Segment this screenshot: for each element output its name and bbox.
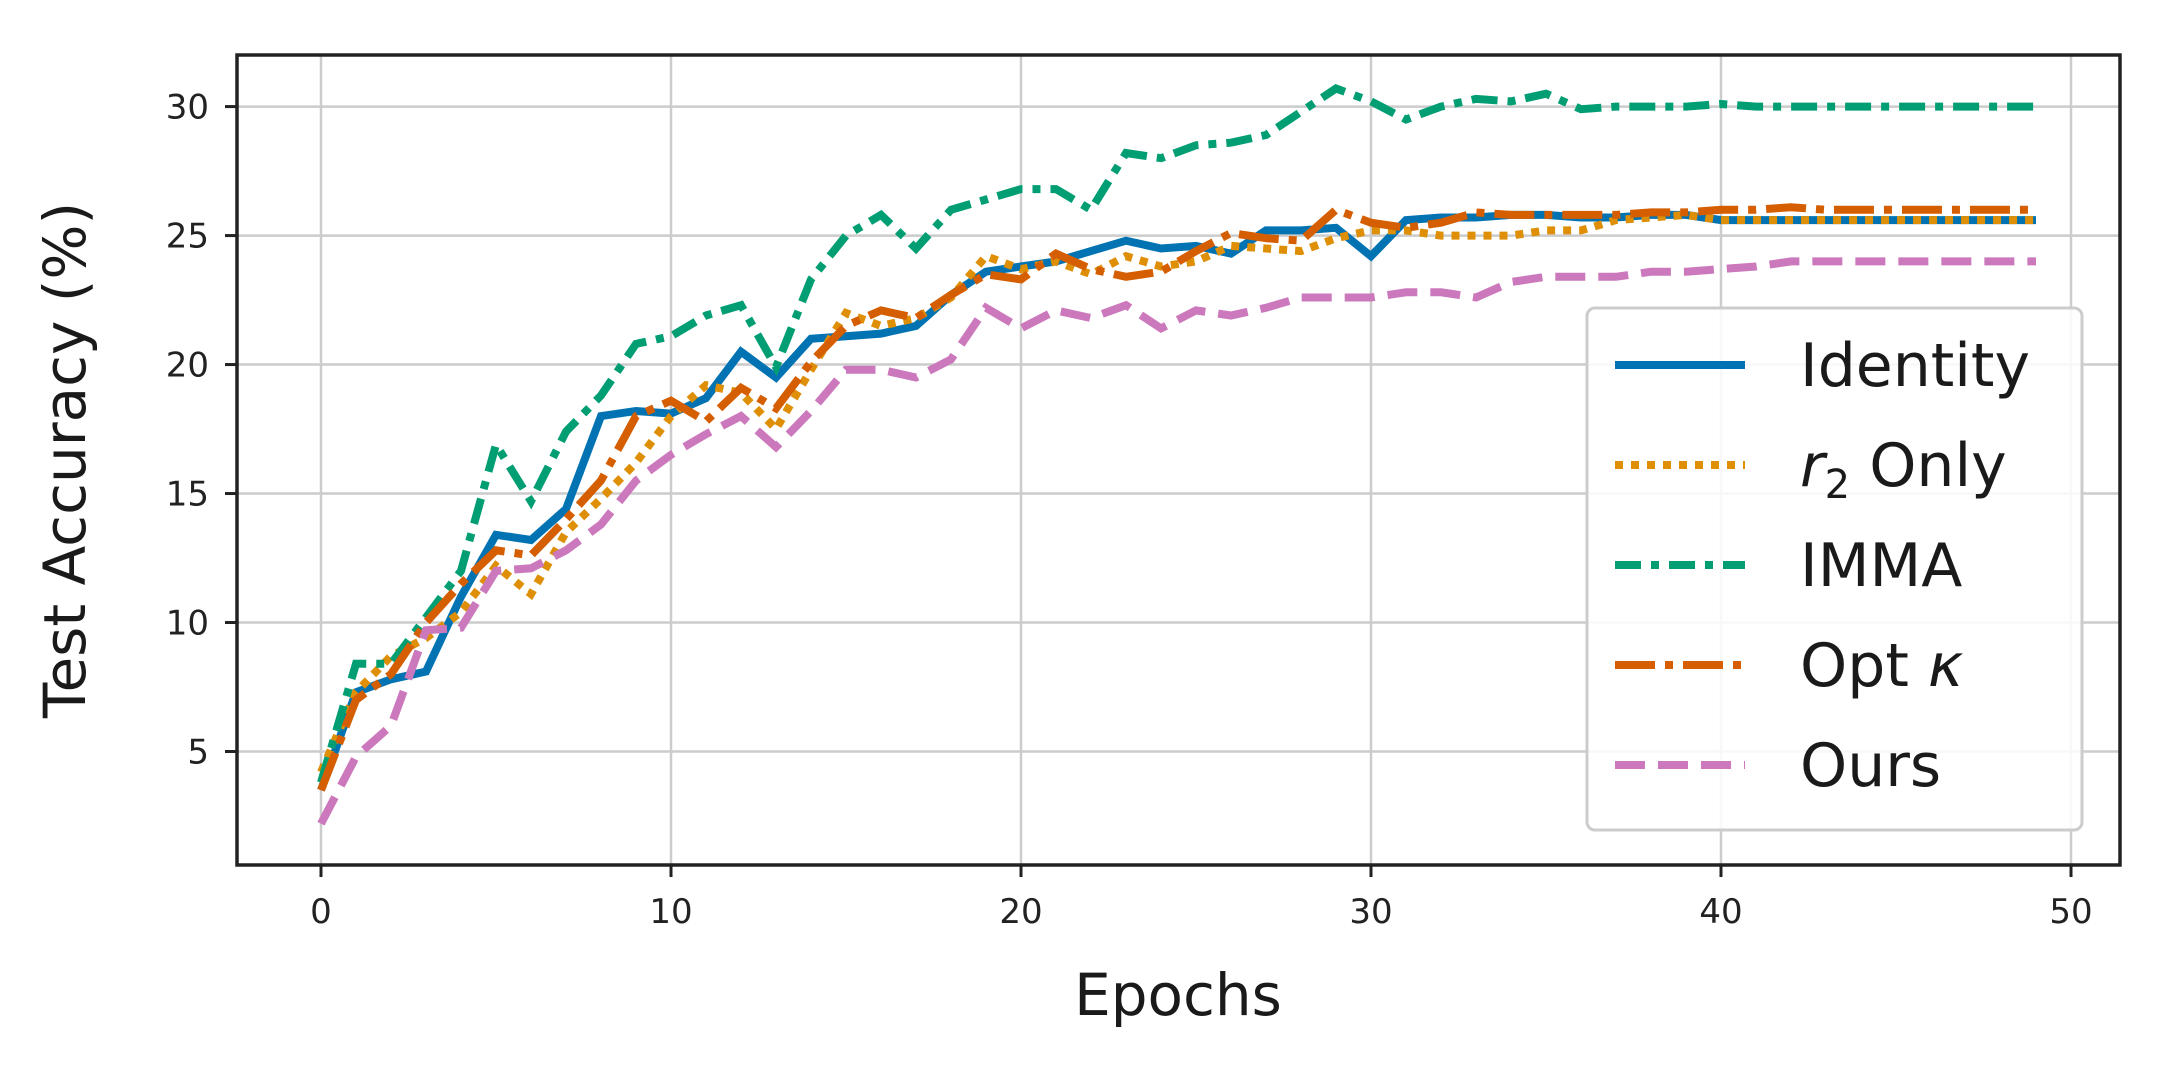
legend-label-4: Opt κ <box>1800 631 1964 701</box>
series-line-2 <box>317 210 2036 774</box>
x-tick-label-3: 30 <box>1349 892 1392 932</box>
y-tick-label-3: 20 <box>166 346 209 386</box>
x-tick-label-4: 40 <box>1699 892 1742 932</box>
y-tick-label-2: 15 <box>166 475 209 515</box>
series-line-4 <box>317 203 2036 792</box>
plot-frame <box>235 53 2122 867</box>
x-tick-label-2: 20 <box>999 892 1042 932</box>
y-tick-label-4: 25 <box>166 217 209 257</box>
legend-label-1: Identity <box>1800 331 2030 401</box>
y-tick-label-5: 30 <box>166 88 209 128</box>
x-tick-label-1: 10 <box>649 892 692 932</box>
legend-label-5: Ours <box>1800 731 1941 801</box>
tick-group: 0 10 20 30 40 50 5 10 15 20 25 30 <box>166 88 2093 932</box>
x-tick-label-5: 50 <box>2049 892 2092 932</box>
x-tick-label-0: 0 <box>310 892 332 932</box>
series-line-1 <box>317 210 2036 792</box>
y-tick-label-0: 5 <box>187 732 209 772</box>
series-group <box>317 84 2036 826</box>
y-tick-label-1: 10 <box>166 604 209 644</box>
legend-box <box>1585 306 2084 832</box>
series-line-5 <box>317 257 2036 826</box>
legend-label-2: r2 Only <box>1800 431 2007 508</box>
y-axis-label: Test Accuracy (%) <box>31 202 99 719</box>
x-axis-label: Epochs <box>1074 961 1282 1029</box>
legend: Identity r2 Only IMMA Opt κ Ours <box>1585 306 2084 832</box>
legend-label-3: IMMA <box>1800 531 1962 601</box>
series-line-3 <box>317 84 2036 784</box>
